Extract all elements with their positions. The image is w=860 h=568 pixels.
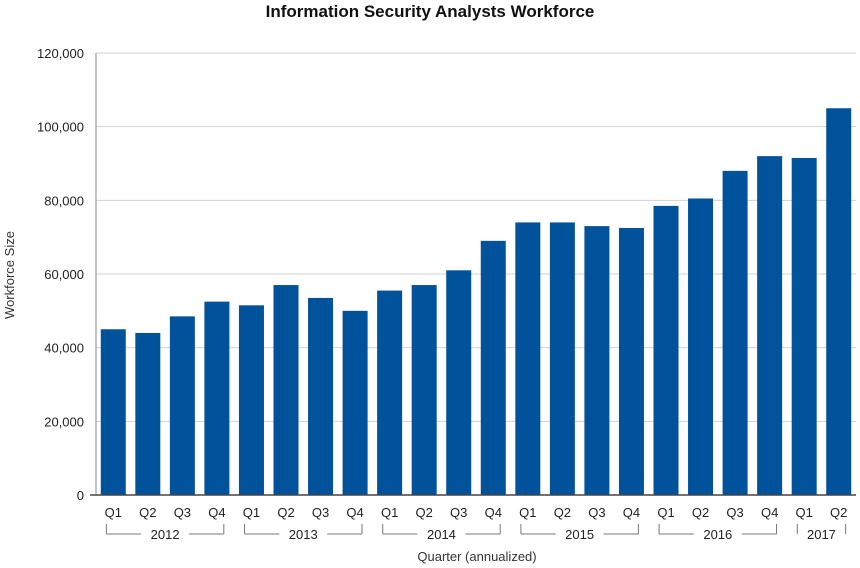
year-group-label: 2012 (151, 527, 180, 542)
bar (169, 316, 195, 495)
x-tick-label: Q4 (485, 505, 502, 520)
bar (100, 329, 126, 495)
x-tick-label: Q3 (726, 505, 743, 520)
x-tick-label: Q4 (208, 505, 225, 520)
year-group-labels: 2012 2013 2014 2015 2016 2017 (105, 524, 847, 542)
x-tick-label: Q3 (450, 505, 467, 520)
x-tick-label: Q2 (692, 505, 709, 520)
x-tick-label: Q3 (174, 505, 191, 520)
year-group-label: 2017 (807, 527, 836, 542)
bar (480, 240, 506, 495)
bar (411, 285, 437, 495)
y-tick-label: 80,000 (44, 193, 84, 208)
bar (618, 227, 644, 496)
bar (446, 270, 472, 495)
bar (377, 290, 403, 495)
x-tick-label: Q1 (243, 505, 260, 520)
axes (90, 53, 856, 496)
x-tick-label: Q4 (623, 505, 640, 520)
bar (238, 305, 264, 495)
y-tick-label: 0 (77, 488, 84, 503)
year-group-label: 2015 (565, 527, 594, 542)
y-axis-title: Workforce Size (2, 231, 17, 319)
bar (757, 156, 783, 495)
bar (653, 205, 679, 495)
x-tick-label: Q2 (554, 505, 571, 520)
x-tick-label: Q4 (761, 505, 778, 520)
y-tick-label: 100,000 (37, 120, 84, 135)
x-tick-label: Q1 (796, 505, 813, 520)
bar (688, 198, 714, 495)
bar (722, 170, 748, 495)
bar (308, 297, 334, 495)
x-tick-label: Q2 (139, 505, 156, 520)
chart-title: Information Security Analysts Workforce (265, 2, 595, 21)
bar (515, 222, 541, 495)
x-axis-title: Quarter (annualized) (417, 549, 536, 564)
y-tick-label: 120,000 (37, 46, 84, 61)
bar (342, 310, 368, 495)
bar (273, 285, 299, 495)
year-group-label: 2013 (289, 527, 318, 542)
x-tick-labels: Q1 Q2 Q3 Q4 Q1 Q2 Q3 Q4 Q1 Q2 Q3 Q4 Q1 Q2 Q3 Q4 Q1 Q2 Q3 Q4… (105, 505, 848, 520)
bar (584, 226, 610, 495)
x-tick-label: Q1 (519, 505, 536, 520)
bar (826, 108, 852, 495)
x-tick-label: Q1 (381, 505, 398, 520)
bar (135, 332, 161, 495)
x-tick-label: Q1 (105, 505, 122, 520)
x-tick-label: Q1 (657, 505, 674, 520)
bars (100, 108, 852, 496)
y-tick-label: 60,000 (44, 267, 84, 282)
x-tick-label: Q3 (588, 505, 605, 520)
y-tick-label: 20,000 (44, 414, 84, 429)
x-tick-label: Q3 (312, 505, 329, 520)
bar (791, 157, 817, 495)
x-tick-label: Q2 (830, 505, 847, 520)
x-tick-label: Q2 (416, 505, 433, 520)
bar (549, 222, 575, 495)
bar (204, 301, 230, 495)
year-group-label: 2014 (427, 527, 456, 542)
year-group-label: 2016 (703, 527, 732, 542)
x-tick-label: Q2 (277, 505, 294, 520)
y-tick-labels: 0 20,000 40,000 60,000 80,000 100,000 120,000 (37, 46, 84, 503)
x-tick-label: Q4 (346, 505, 363, 520)
y-tick-label: 40,000 (44, 341, 84, 356)
